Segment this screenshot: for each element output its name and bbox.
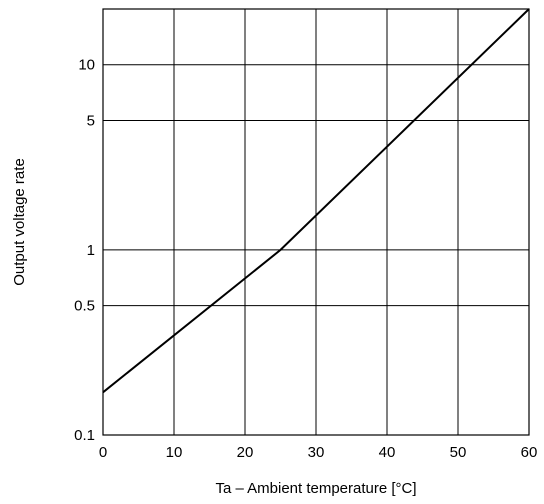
x-tick-label: 0 (99, 444, 107, 461)
x-tick-label: 10 (166, 444, 183, 461)
series-line (102, 8, 530, 394)
grid (102, 8, 530, 436)
x-tick-label: 50 (450, 444, 467, 461)
x-axis-label: Ta – Ambient temperature [°C] (215, 480, 416, 497)
plot-frame (102, 8, 530, 436)
x-axis-ticks: 0 10 20 30 40 50 60 (99, 444, 538, 461)
series-layer (102, 8, 530, 394)
x-tick-label: 30 (308, 444, 325, 461)
y-axis-ticks: 0.1 0.5 1 5 10 (74, 57, 95, 444)
x-tick-label: 40 (379, 444, 396, 461)
x-tick-label: 20 (237, 444, 254, 461)
y-tick-label: 0.5 (74, 298, 95, 315)
y-tick-label: 5 (87, 112, 95, 129)
y-axis-label: Output voltage rate (11, 158, 28, 286)
x-tick-label: 60 (521, 444, 538, 461)
y-tick-label: 1 (87, 242, 95, 259)
y-tick-label: 10 (78, 57, 95, 74)
y-tick-label: 0.1 (74, 427, 95, 444)
